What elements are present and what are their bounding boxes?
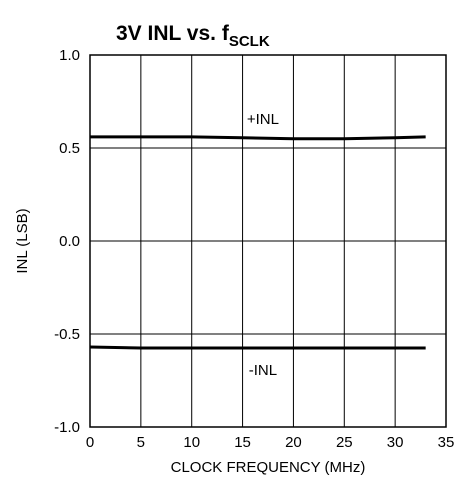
- chart-title-main: 3V INL vs. f: [116, 22, 230, 45]
- y-tick-label: 0.0: [59, 233, 80, 250]
- x-axis-label: CLOCK FREQUENCY (MHz): [171, 459, 366, 476]
- series-lines: [89, 135, 426, 350]
- x-tick-label: 0: [86, 434, 94, 451]
- x-tick-label: 10: [183, 434, 200, 451]
- x-tick-label: 25: [336, 434, 353, 451]
- chart-title-sub: SCLK: [229, 33, 270, 50]
- plot-frame: [89, 54, 447, 428]
- y-tick-label: 0.5: [59, 140, 80, 157]
- x-tick-label: 5: [137, 434, 145, 451]
- series-line-0: [90, 135, 426, 141]
- series-label-0: +INL: [247, 111, 279, 128]
- x-tick-label: 15: [234, 434, 251, 451]
- y-tick-label: -1.0: [54, 419, 80, 436]
- y-tick-label: -0.5: [54, 326, 80, 343]
- y-tick-label: 1.0: [59, 47, 80, 64]
- x-tick-label: 20: [285, 434, 302, 451]
- tick-labels: 0 5 10 15 20 25 30 35 -1.0 -0.5 0.0 0.5 1.0: [54, 47, 454, 451]
- y-axis-label: INL (LSB): [14, 208, 31, 273]
- x-tick-label: 30: [387, 434, 404, 451]
- series-label-1: -INL: [249, 362, 277, 379]
- series-annotations: +INL -INL: [247, 111, 279, 379]
- chart-title: 3V INL vs. fSCLK: [116, 22, 270, 50]
- x-tick-label: 35: [438, 434, 455, 451]
- series-line-1: [89, 345, 426, 350]
